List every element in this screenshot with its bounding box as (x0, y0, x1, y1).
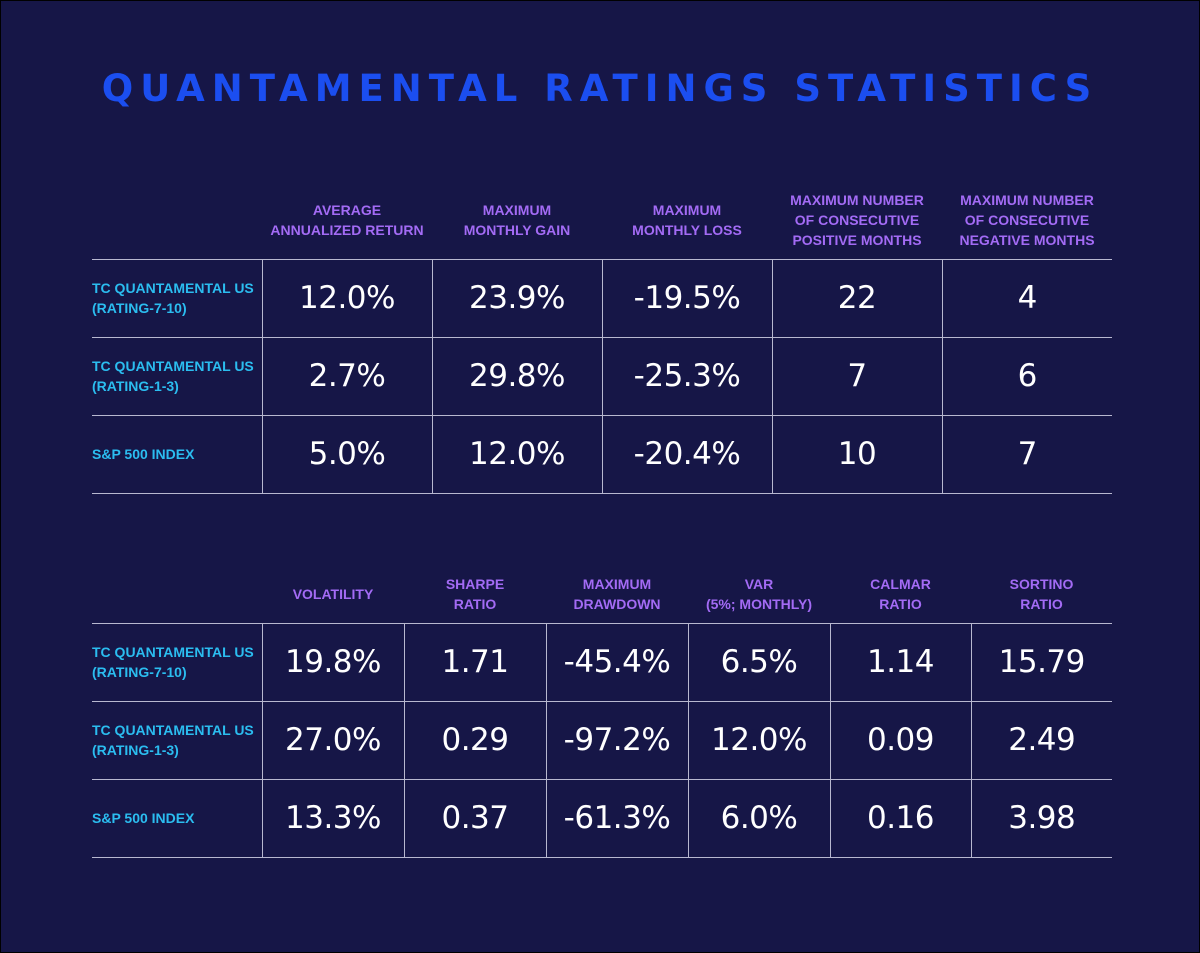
column-header: VOLATILITY (292, 585, 374, 602)
table-cell: 7 (771, 336, 942, 415)
table-cell: 19.8% (261, 622, 404, 701)
table-cell: 6.0% (687, 778, 830, 858)
table-cell: -19.5% (601, 258, 772, 337)
column-header: MAXIMUM NUMBER OF CONSECUTIVE NEGATIVE M… (959, 191, 1095, 248)
table-cell: 29.8% (431, 336, 602, 415)
header-corner (92, 565, 262, 623)
page-title: QUANTAMENTAL RATINGS STATISTICS (101, 67, 1099, 110)
row-label: TC QUANTAMENTAL US (RATING-1-3) (92, 700, 263, 779)
table-cell: 27.0% (261, 700, 404, 779)
table-cell: 7 (941, 414, 1112, 494)
column-header: SHARPE RATIO (445, 575, 505, 612)
table-cell: 0.09 (829, 700, 971, 779)
table-cell: 23.9% (431, 258, 602, 337)
column-header: VAR (5%; MONTHLY) (705, 575, 813, 612)
table-cell: 2.7% (261, 336, 432, 415)
table-cell: 1.71 (403, 622, 546, 701)
table-row: TC QUANTAMENTAL US (RATING-1-3) 27.0% 0.… (92, 700, 1112, 779)
column-header: MAXIMUM DRAWDOWN (573, 575, 661, 612)
table-cell: -61.3% (545, 778, 688, 858)
column-header: CALMAR RATIO (870, 575, 931, 612)
row-label: TC QUANTAMENTAL US (RATING-1-3) (92, 336, 263, 415)
column-header: MAXIMUM NUMBER OF CONSECUTIVE POSITIVE M… (790, 191, 924, 248)
header-corner (92, 181, 262, 259)
table-cell: 2.49 (970, 700, 1112, 779)
table-cell: 0.16 (829, 778, 971, 858)
table-row: TC QUANTAMENTAL US (RATING-7-10) 19.8% 1… (92, 622, 1112, 701)
table-cell: 10 (771, 414, 942, 494)
table-header-row: VOLATILITY SHARPE RATIO MAXIMUM DRAWDOWN… (92, 565, 1112, 623)
table-cell: 13.3% (261, 778, 404, 858)
table-row: S&P 500 INDEX 13.3% 0.37 -61.3% 6.0% 0.1… (92, 778, 1112, 858)
table-cell: 1.14 (829, 622, 971, 701)
table-row: S&P 500 INDEX 5.0% 12.0% -20.4% 10 7 (92, 414, 1112, 494)
risk-statistics-table: VOLATILITY SHARPE RATIO MAXIMUM DRAWDOWN… (92, 565, 1112, 858)
table-row: TC QUANTAMENTAL US (RATING-7-10) 12.0% 2… (92, 258, 1112, 337)
table-cell: 12.0% (687, 700, 830, 779)
table-header-row: AVERAGE ANNUALIZED RETURN MAXIMUM MONTHL… (92, 181, 1112, 259)
column-header: MAXIMUM MONTHLY GAIN (463, 201, 571, 238)
table-cell: 22 (771, 258, 942, 337)
column-header: MAXIMUM MONTHLY LOSS (632, 201, 742, 238)
table-cell: -20.4% (601, 414, 772, 494)
row-label: S&P 500 INDEX (92, 414, 263, 494)
table-cell: 3.98 (970, 778, 1112, 858)
row-label: TC QUANTAMENTAL US (RATING-7-10) (92, 258, 263, 337)
table-cell: -25.3% (601, 336, 772, 415)
table-cell: 6 (941, 336, 1112, 415)
table-cell: 15.79 (970, 622, 1112, 701)
row-label: TC QUANTAMENTAL US (RATING-7-10) (92, 622, 263, 701)
column-header: AVERAGE ANNUALIZED RETURN (270, 201, 424, 238)
table-cell: 12.0% (431, 414, 602, 494)
row-label: S&P 500 INDEX (92, 778, 263, 858)
table-cell: 5.0% (261, 414, 432, 494)
column-header: SORTINO RATIO (1009, 575, 1074, 612)
table-cell: 12.0% (261, 258, 432, 337)
table-cell: 0.37 (403, 778, 546, 858)
table-cell: -45.4% (545, 622, 688, 701)
table-cell: 6.5% (687, 622, 830, 701)
returns-statistics-table: AVERAGE ANNUALIZED RETURN MAXIMUM MONTHL… (92, 181, 1112, 494)
table-cell: -97.2% (545, 700, 688, 779)
table-row: TC QUANTAMENTAL US (RATING-1-3) 2.7% 29.… (92, 336, 1112, 415)
table-cell: 0.29 (403, 700, 546, 779)
table-cell: 4 (941, 258, 1112, 337)
